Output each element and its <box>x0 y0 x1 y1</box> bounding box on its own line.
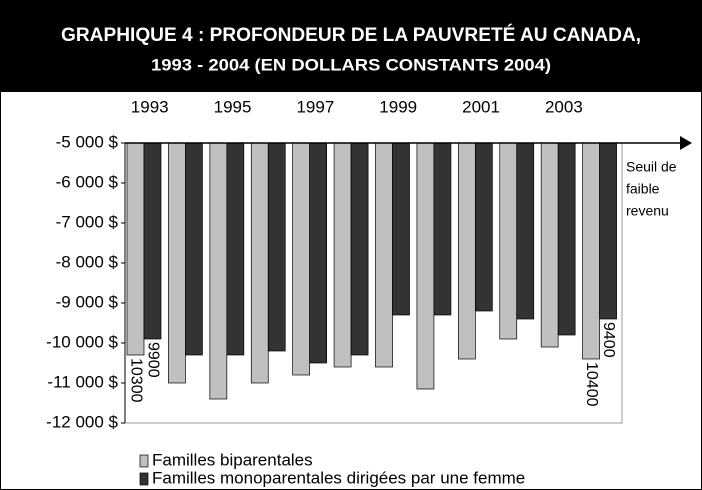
value-label: 10400 <box>583 362 600 407</box>
bar <box>350 142 369 356</box>
bar <box>557 142 576 336</box>
y-tick-label: -8 000 $ <box>56 252 119 271</box>
bar <box>267 142 286 352</box>
x-tick-label: 1993 <box>131 97 169 116</box>
legend-label: Familles monoparentales dirigées par une… <box>152 468 525 487</box>
axis-arrow <box>680 136 692 150</box>
annotation: revenu <box>626 203 669 219</box>
title-box <box>0 0 702 92</box>
bar <box>250 142 269 384</box>
y-tick-label: -11 000 $ <box>47 372 118 391</box>
legend-swatch <box>139 454 149 468</box>
x-tick-label: 1999 <box>379 97 417 116</box>
bar <box>143 142 162 340</box>
y-tick-label: -6 000 $ <box>56 172 119 191</box>
x-tick-label: 2003 <box>545 97 583 116</box>
annotation: faible <box>626 181 660 197</box>
y-tick-label: -7 000 $ <box>56 212 119 231</box>
bar <box>126 142 145 356</box>
x-tick-label: 1997 <box>296 97 334 116</box>
bar <box>433 142 452 316</box>
bar <box>292 142 311 376</box>
x-tick-label: 1995 <box>214 97 252 116</box>
bar <box>333 142 352 368</box>
bar <box>516 142 535 320</box>
bar <box>416 142 435 390</box>
x-tick-label: 2001 <box>462 97 500 116</box>
bar <box>582 142 600 360</box>
y-tick-label: -9 000 $ <box>56 292 119 311</box>
legend-label: Familles biparentales <box>152 450 313 469</box>
y-tick-label: -10 000 $ <box>46 332 118 351</box>
bar <box>168 142 186 384</box>
value-label: 9900 <box>144 342 161 378</box>
bar <box>540 142 559 348</box>
bar <box>309 142 328 364</box>
chart-title: GRAPHIQUE 4 : PROFONDEUR DE LA PAUVRETÉ … <box>61 24 641 46</box>
bar <box>457 142 476 360</box>
bar <box>185 142 203 356</box>
bar <box>499 142 518 340</box>
bar <box>226 142 245 356</box>
y-tick-label: -12 000 $ <box>46 412 118 431</box>
bar <box>392 142 410 316</box>
bar <box>599 142 617 320</box>
bar <box>375 142 393 368</box>
chart-subtitle: 1993 - 2004 (EN DOLLARS CONSTANTS 2004) <box>151 55 551 74</box>
value-label: 10300 <box>127 358 144 403</box>
bar <box>209 142 228 400</box>
annotation: Seuil de <box>626 159 677 175</box>
value-label: 9400 <box>600 322 617 358</box>
legend-swatch <box>139 472 149 486</box>
bar <box>474 142 493 312</box>
y-tick-label: -5 000 $ <box>56 132 119 151</box>
